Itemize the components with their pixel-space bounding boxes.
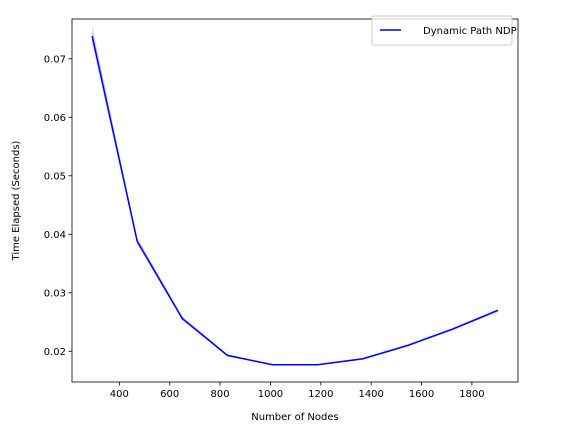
x-tick-label: 1200 xyxy=(308,389,333,400)
x-axis-label: Number of Nodes xyxy=(251,412,338,423)
x-tick-label: 800 xyxy=(211,389,230,400)
series-line-layer xyxy=(91,35,499,366)
y-tick-label: 0.05 xyxy=(44,171,66,182)
x-tick-label: 1400 xyxy=(358,389,383,400)
y-tick-label: 0.02 xyxy=(44,347,66,358)
legend-box xyxy=(371,15,513,46)
x-tick-label: 1000 xyxy=(258,389,283,400)
x-tick-label: 400 xyxy=(110,389,129,400)
plot-frame xyxy=(71,18,519,383)
y-tick-label: 0.06 xyxy=(44,113,66,124)
x-axis-ticks: 400 600 800 1000 1200 1400 1600 1800 xyxy=(110,382,485,400)
x-tick-label: 1800 xyxy=(459,389,484,400)
y-axis-ticks: 0.02 0.03 0.04 0.05 0.06 0.07 xyxy=(44,54,72,358)
y-tick-label: 0.04 xyxy=(44,230,66,241)
legend-label: Dynamic Path NDP xyxy=(423,26,517,37)
y-axis-label: Time Elapsed (Seconds) xyxy=(11,140,22,261)
x-tick-label: 1600 xyxy=(409,389,434,400)
x-tick-label: 600 xyxy=(160,389,179,400)
series-0-line xyxy=(91,35,499,366)
plot-background xyxy=(72,19,518,382)
y-tick-label: 0.03 xyxy=(44,288,66,299)
legend: Dynamic Path NDP xyxy=(371,15,517,46)
y-tick-label: 0.07 xyxy=(44,54,66,65)
